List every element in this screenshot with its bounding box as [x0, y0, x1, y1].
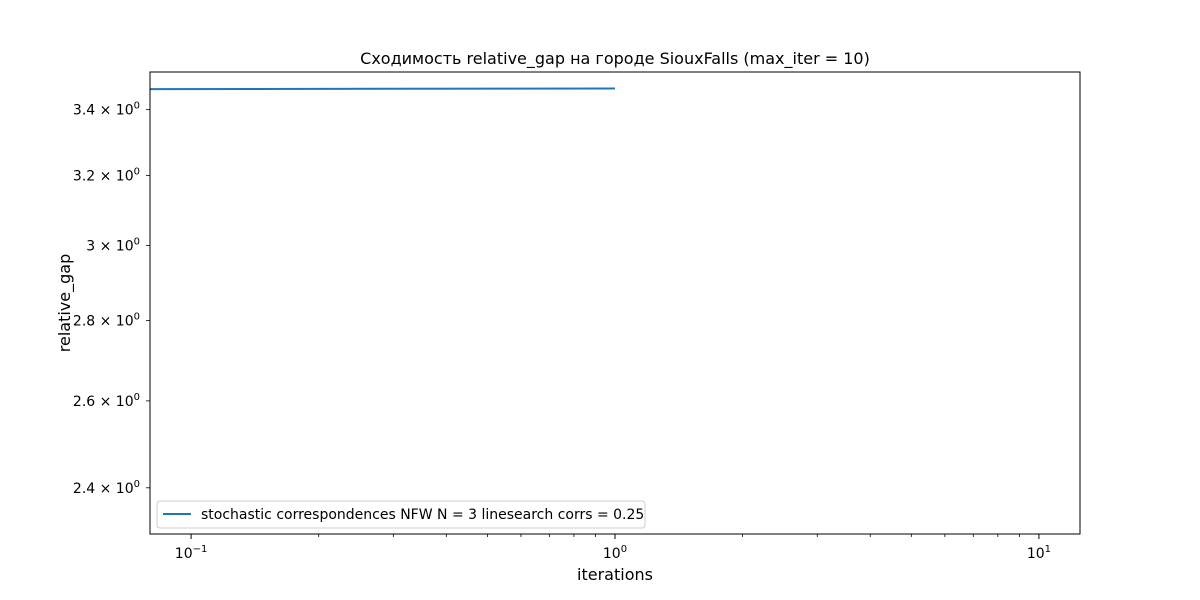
x-axis: 10−1 100 101	[175, 534, 1051, 562]
x-tick-label: 10−1	[175, 544, 208, 562]
series-layer	[149, 87, 616, 91]
legend-box	[156, 500, 646, 529]
y-tick-label: 3.4 × 100	[73, 101, 140, 119]
y-axis-label: relative_gap	[55, 254, 75, 352]
x-tick-label: 101	[1027, 544, 1051, 562]
y-tick-label: 3.2 × 100	[73, 166, 140, 184]
y-axis: 2.4 × 100 2.6 × 100 2.8 × 100 3 × 100 3.2 × …	[73, 101, 150, 497]
series-line-0	[149, 87, 616, 91]
y-tick-label: 3 × 100	[86, 237, 140, 255]
chart-title: Сходимость relative_gap на городе SiouxF…	[360, 49, 870, 69]
y-tick-label: 2.8 × 100	[73, 311, 140, 329]
legend-entry-label: stochastic correspondences NFW N = 3 lin…	[201, 507, 644, 523]
plot-frame	[149, 71, 1081, 535]
y-tick-label: 2.4 × 100	[73, 479, 140, 497]
legend: stochastic correspondences NFW N = 3 lin…	[156, 500, 646, 529]
y-tick-label: 2.6 × 100	[73, 392, 140, 410]
x-axis-label: iterations	[577, 565, 653, 584]
x-tick-label: 100	[603, 544, 627, 562]
